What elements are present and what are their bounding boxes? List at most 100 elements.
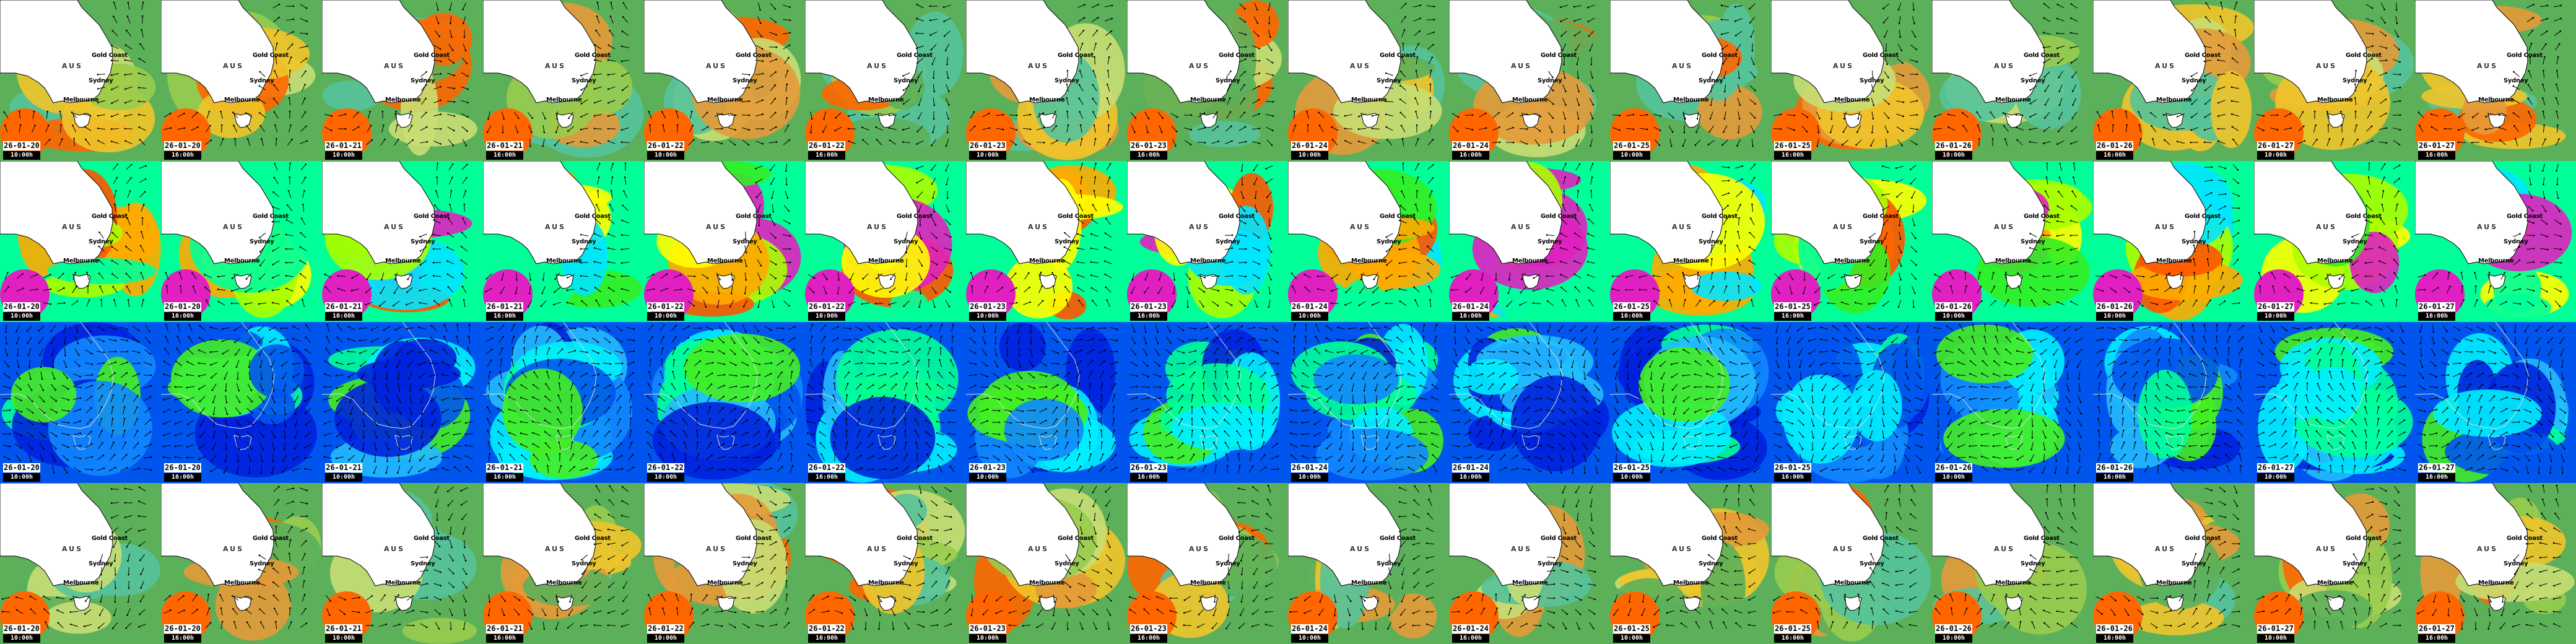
direction-arrow [124,86,133,90]
direction-arrow [1396,349,1404,354]
direction-arrow [362,419,365,427]
direction-arrow [1105,217,1112,225]
forecast-map-tile: AUS Gold Coast Sydney Melbourne 26-01-21 16:0… [483,161,644,322]
direction-arrow [1129,419,1138,425]
direction-arrow [2430,126,2439,131]
direction-arrow [1612,127,1621,131]
direction-arrow [620,234,630,236]
direction-arrow [1268,15,1270,25]
direction-arrow [889,350,899,354]
direction-arrow [1266,191,1273,198]
place-label-gold-coast: Gold Coast [897,213,933,220]
direction-arrow [324,409,332,413]
direction-arrow [2071,190,2077,198]
direction-arrow [385,360,389,368]
direction-arrow [1178,418,1183,426]
direction-arrow [485,287,493,293]
direction-arrow [2326,110,2330,119]
direction-arrow [497,430,504,437]
direction-arrow [378,300,386,307]
direction-arrow [968,362,977,365]
direction-arrow [2058,84,2063,92]
direction-arrow [968,373,977,376]
direction-arrow [616,430,622,438]
country-label: AUS [1189,223,1211,231]
place-label-melbourne: Melbourne [1834,258,1870,264]
place-label-melbourne: Melbourne [2478,258,2514,264]
direction-arrow [1253,287,1260,294]
direction-arrow [431,419,437,427]
direction-arrow [994,348,998,357]
direction-arrow [845,406,848,415]
forecast-map-tile: AUS Gold Coast Sydney Melbourne 26-01-20 16:0… [161,0,322,161]
direction-arrow [714,128,723,130]
direction-arrow [1214,370,1217,380]
direction-arrow [1465,128,1474,131]
direction-arrow [1189,372,1196,378]
direction-arrow [866,455,874,459]
direction-arrow [1814,287,1821,294]
direction-arrow [949,465,955,473]
direction-arrow [1339,395,1342,404]
direction-arrow [2149,111,2157,118]
tasmania-land [555,113,574,128]
direction-arrow [1426,5,1435,7]
direction-arrow [285,18,295,21]
direction-arrow [1897,204,1902,212]
direction-arrow [374,383,376,392]
direction-arrow [1080,137,1083,146]
direction-arrow [1107,176,1111,185]
wave-height-region [483,269,533,319]
direction-arrow [2393,177,2400,184]
direction-arrow [1330,113,1339,116]
direction-arrow [1683,285,1686,294]
wave-height-region [1771,108,1821,158]
direction-arrow [211,455,217,461]
direction-arrow [1451,274,1459,279]
direction-arrow [1165,349,1172,355]
direction-arrow [2367,190,2371,198]
direction-arrow [2485,113,2493,118]
direction-arrow [621,30,629,36]
direction-arrow [1177,337,1185,343]
direction-arrow [1258,350,1268,353]
direction-arrow [1129,457,1138,459]
direction-arrow [784,124,790,133]
direction-arrow [326,336,330,344]
direction-arrow [933,70,934,79]
direction-arrow [2526,289,2535,292]
direction-arrow [648,347,653,355]
direction-arrow [878,337,886,343]
date-label: 26-01-23 [1130,302,1167,311]
direction-arrow [1009,139,1017,146]
direction-arrow [1066,124,1069,133]
place-label-sydney: Sydney [1860,77,1884,84]
direction-arrow [2539,4,2549,7]
direction-arrow [930,164,937,171]
direction-arrow [1268,300,1271,308]
land-mass [161,161,274,264]
direction-arrow [646,273,655,279]
direction-arrow [2019,298,2021,308]
place-label-sydney: Sydney [2182,238,2206,245]
direction-arrow [175,420,183,425]
direction-arrow [611,189,613,199]
direction-arrow [1815,272,1821,281]
direction-arrow [1225,247,1234,250]
direction-arrow [409,394,412,404]
direction-arrow [1573,5,1582,8]
direction-arrow [2512,302,2522,305]
direction-arrow [580,455,588,460]
date-label: 26-01-25 [1613,302,1650,311]
direction-arrow [620,261,630,264]
direction-arrow [1090,261,1099,264]
direction-arrow [245,125,252,132]
direction-arrow [1271,430,1278,438]
direction-arrow [604,407,611,414]
direction-arrow [454,360,461,367]
country-label: AUS [384,62,406,70]
direction-arrow [62,372,69,379]
direction-arrow [233,124,238,133]
direction-arrow [165,336,169,344]
direction-arrow [1816,111,1821,120]
